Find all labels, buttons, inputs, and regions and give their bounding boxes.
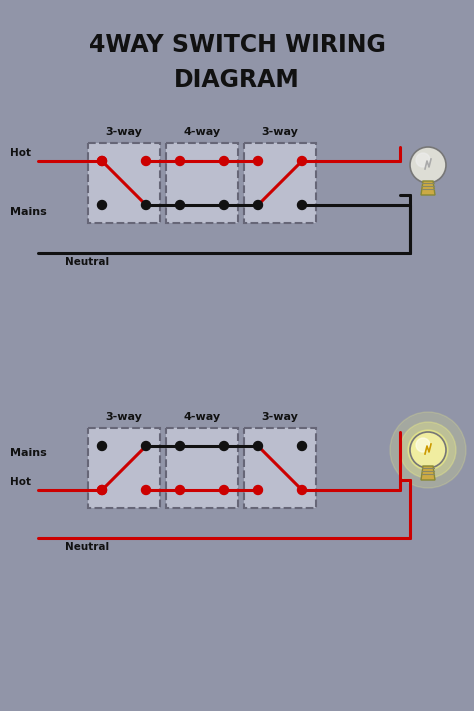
Circle shape <box>219 201 228 210</box>
Text: Mains: Mains <box>10 448 47 458</box>
Text: 3-way: 3-way <box>262 412 299 422</box>
Circle shape <box>175 486 184 494</box>
Circle shape <box>98 442 107 451</box>
Circle shape <box>298 201 307 210</box>
Circle shape <box>142 486 151 494</box>
Text: Hot: Hot <box>10 477 31 487</box>
Circle shape <box>254 486 263 494</box>
Circle shape <box>298 156 307 166</box>
FancyBboxPatch shape <box>88 143 160 223</box>
Circle shape <box>254 201 263 210</box>
Text: 4-way: 4-way <box>183 127 220 137</box>
Circle shape <box>390 412 466 488</box>
Text: 3-way: 3-way <box>106 127 143 137</box>
FancyBboxPatch shape <box>166 143 238 223</box>
Circle shape <box>298 442 307 451</box>
Circle shape <box>298 486 307 494</box>
Circle shape <box>98 156 107 166</box>
Circle shape <box>98 486 107 494</box>
Text: 4-way: 4-way <box>183 412 220 422</box>
Circle shape <box>175 156 184 166</box>
Text: 3-way: 3-way <box>106 412 143 422</box>
Circle shape <box>98 486 107 494</box>
Circle shape <box>175 201 184 210</box>
Text: 4WAY SWITCH WIRING: 4WAY SWITCH WIRING <box>89 33 385 57</box>
Circle shape <box>219 486 228 494</box>
Circle shape <box>98 201 107 210</box>
Circle shape <box>142 201 151 210</box>
Polygon shape <box>421 181 435 195</box>
Circle shape <box>408 430 448 470</box>
Circle shape <box>410 432 446 468</box>
Circle shape <box>400 422 456 478</box>
FancyBboxPatch shape <box>166 428 238 508</box>
Circle shape <box>219 156 228 166</box>
Circle shape <box>175 442 184 451</box>
Circle shape <box>142 156 151 166</box>
FancyBboxPatch shape <box>88 428 160 508</box>
Polygon shape <box>421 466 435 480</box>
Text: 3-way: 3-way <box>262 127 299 137</box>
FancyBboxPatch shape <box>244 143 316 223</box>
FancyBboxPatch shape <box>244 428 316 508</box>
Circle shape <box>416 153 430 167</box>
Text: Neutral: Neutral <box>65 542 109 552</box>
Text: Hot: Hot <box>10 148 31 158</box>
Circle shape <box>416 438 430 452</box>
Circle shape <box>254 442 263 451</box>
Circle shape <box>254 156 263 166</box>
Text: Mains: Mains <box>10 207 47 217</box>
Circle shape <box>142 442 151 451</box>
Circle shape <box>98 156 107 166</box>
Text: Neutral: Neutral <box>65 257 109 267</box>
Circle shape <box>410 147 446 183</box>
Text: DIAGRAM: DIAGRAM <box>174 68 300 92</box>
Circle shape <box>219 442 228 451</box>
